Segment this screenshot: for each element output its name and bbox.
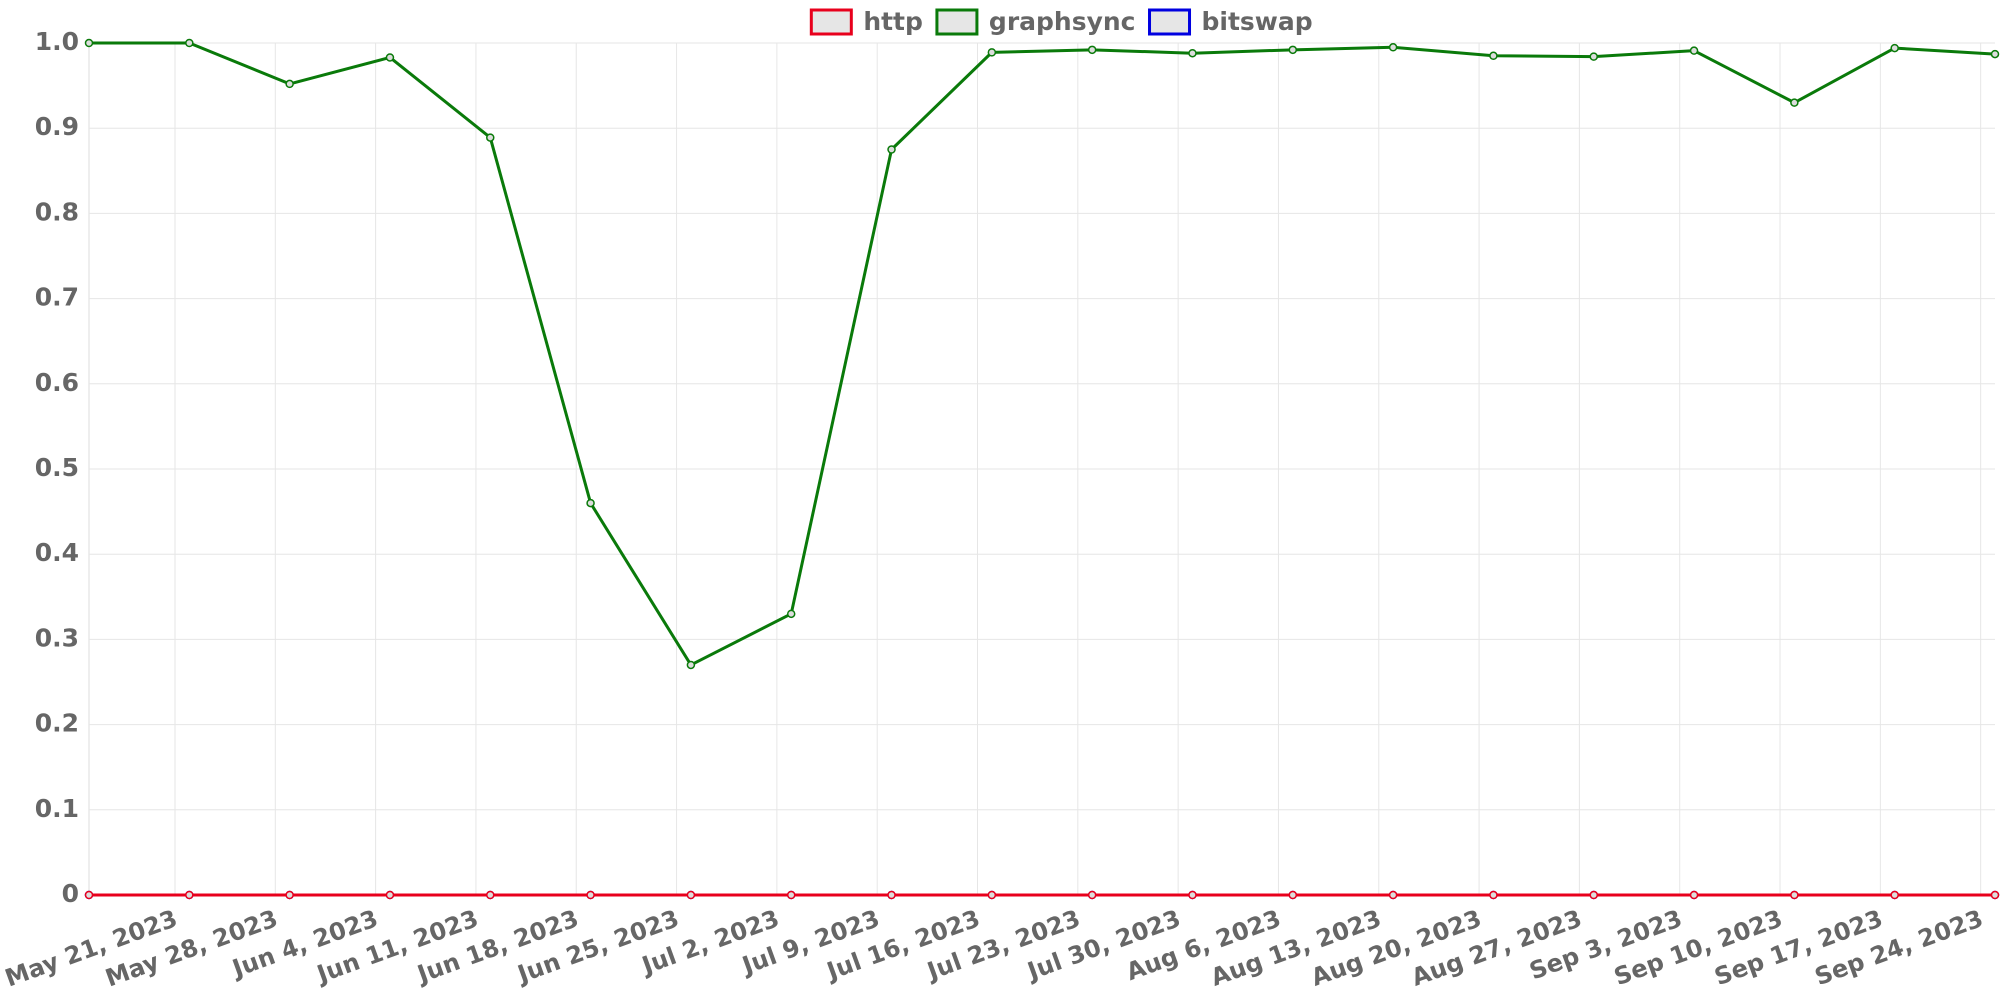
data-point bbox=[1589, 890, 1598, 900]
data-point bbox=[1689, 46, 1699, 55]
legend: http graphsync bitswap bbox=[809, 7, 1313, 36]
data-point bbox=[1188, 48, 1197, 58]
legend-label: graphsync bbox=[989, 7, 1136, 36]
data-point bbox=[1689, 890, 1699, 900]
data-point bbox=[887, 890, 896, 900]
data-point bbox=[1489, 890, 1498, 900]
y-tick-label: 0.5 bbox=[35, 453, 79, 482]
legend-swatch bbox=[1148, 8, 1192, 36]
data-point bbox=[385, 890, 395, 900]
y-tick-label: 0.3 bbox=[35, 623, 79, 652]
data-point bbox=[285, 890, 294, 900]
data-point bbox=[686, 890, 696, 900]
data-point bbox=[1589, 52, 1598, 61]
data-point bbox=[285, 79, 294, 89]
data-point bbox=[1489, 51, 1498, 61]
data-point bbox=[1087, 890, 1097, 900]
legend-label: bitswap bbox=[1202, 7, 1313, 36]
data-point bbox=[486, 890, 495, 900]
data-point bbox=[1288, 890, 1298, 900]
y-tick-label: 0.9 bbox=[35, 112, 79, 141]
data-point bbox=[185, 890, 194, 900]
data-point bbox=[84, 38, 94, 48]
data-point bbox=[1388, 890, 1398, 900]
data-point bbox=[1188, 890, 1197, 900]
y-tick-label: 0.2 bbox=[35, 709, 79, 738]
y-tick-label: 0.1 bbox=[35, 794, 79, 823]
y-tick-label: 0.7 bbox=[35, 283, 79, 312]
series-line bbox=[89, 41, 1996, 667]
data-point bbox=[486, 133, 495, 142]
data-point bbox=[786, 890, 796, 900]
y-tick-label: 0 bbox=[62, 879, 79, 908]
data-point bbox=[1990, 890, 2000, 900]
data-point bbox=[1890, 890, 1899, 900]
y-tick-label: 0.8 bbox=[35, 197, 79, 226]
y-tick-label: 0.4 bbox=[35, 538, 79, 567]
data-point bbox=[686, 660, 696, 670]
y-tick-label: 1.0 bbox=[35, 27, 79, 56]
y-tick-label: 0.6 bbox=[35, 368, 79, 397]
data-point bbox=[1790, 98, 1799, 107]
legend-swatch bbox=[935, 8, 979, 36]
data-point bbox=[987, 890, 997, 900]
data-point bbox=[1288, 45, 1298, 55]
data-point bbox=[586, 890, 595, 900]
legend-label: http bbox=[863, 7, 923, 36]
data-point bbox=[987, 48, 997, 57]
data-point bbox=[1087, 45, 1097, 55]
data-point bbox=[786, 609, 796, 619]
data-point bbox=[385, 53, 395, 62]
data-point bbox=[1790, 890, 1799, 900]
data-point bbox=[84, 890, 94, 900]
data-point bbox=[887, 145, 896, 154]
data-point bbox=[1890, 43, 1899, 53]
data-point bbox=[185, 38, 194, 48]
legend-swatch bbox=[809, 8, 853, 36]
data-point bbox=[1990, 49, 2000, 59]
data-point bbox=[1388, 43, 1398, 52]
data-point bbox=[586, 498, 595, 508]
